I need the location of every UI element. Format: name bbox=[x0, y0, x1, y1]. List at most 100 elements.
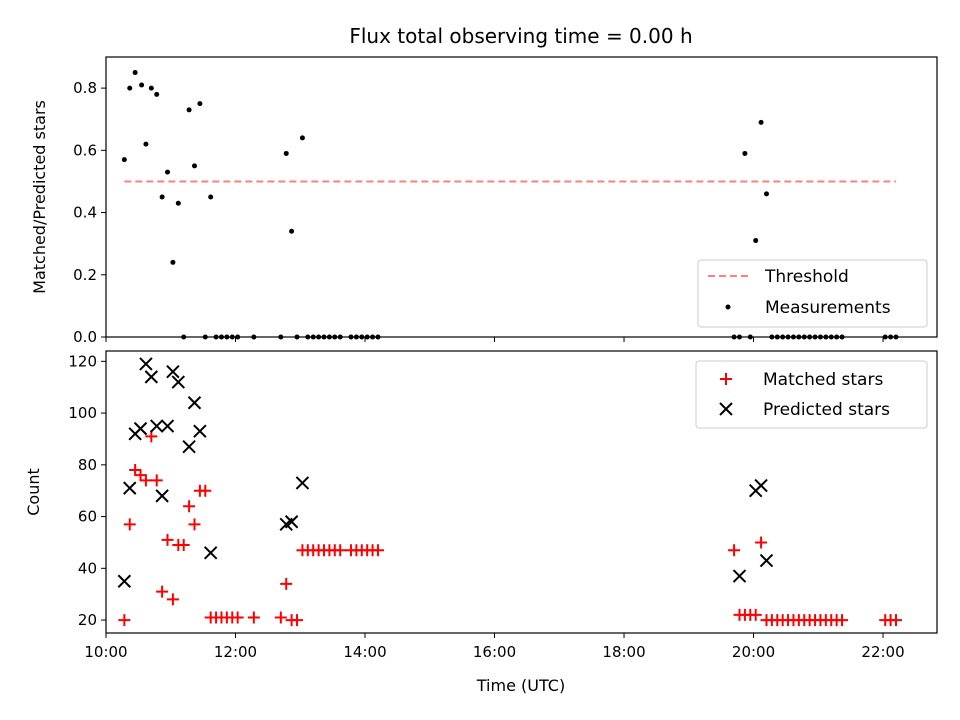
bottom-y-ticks: 20 40 60 80 100 120 bbox=[68, 352, 106, 629]
predicted-star-point bbox=[732, 569, 747, 583]
matched-star-point bbox=[334, 544, 347, 557]
matched-star-point bbox=[274, 611, 287, 624]
predicted-star-point bbox=[150, 419, 164, 433]
bottom-y-axis-label: Count bbox=[24, 468, 43, 516]
measurement-point bbox=[148, 85, 154, 91]
matched-star-point bbox=[161, 533, 174, 546]
top-y-axis-label: Matched/Predicted stars bbox=[30, 100, 49, 294]
measurement-point bbox=[139, 82, 145, 88]
bottom-y-tick-label: 60 bbox=[78, 508, 97, 526]
legend-measurements-swatch bbox=[725, 304, 731, 310]
bottom-legend-box bbox=[695, 360, 928, 429]
bottom-plot-area bbox=[117, 357, 902, 627]
matched-star-point bbox=[280, 577, 293, 590]
measurement-point bbox=[758, 119, 764, 125]
matched-star-point bbox=[755, 536, 768, 549]
measurement-point bbox=[763, 191, 769, 197]
matched-star-point bbox=[150, 474, 163, 487]
predicted-star-point bbox=[171, 375, 186, 389]
bottom-y-tick-label: 100 bbox=[68, 404, 97, 422]
x-tick-label: 18:00 bbox=[602, 643, 645, 661]
x-tick-label: 12:00 bbox=[214, 643, 257, 661]
predicted-star-point bbox=[117, 574, 132, 588]
measurement-point bbox=[132, 70, 138, 76]
top-panel: 0.00.20.40.60.8 Matched/Predicted stars … bbox=[30, 56, 938, 346]
predicted-star-point bbox=[193, 424, 207, 438]
matched-star-point bbox=[291, 614, 304, 627]
x-axis-label: Time (UTC) bbox=[476, 676, 565, 695]
x-tick-label: 20:00 bbox=[732, 643, 775, 661]
top-y-tick-label: 0.2 bbox=[73, 266, 97, 284]
measurement-point bbox=[186, 107, 192, 113]
matched-star-point bbox=[123, 518, 136, 531]
matched-star-point bbox=[749, 608, 762, 621]
top-axes-frame bbox=[105, 56, 938, 338]
predicted-star-point bbox=[295, 476, 310, 490]
matched-star-point bbox=[177, 539, 190, 552]
top-y-ticks: 0.0 0.2 0.4 0.6 0.8 bbox=[73, 79, 106, 346]
legend-matched-label: Matched stars bbox=[763, 370, 883, 390]
predicted-star-point bbox=[160, 419, 175, 433]
matched-star-point bbox=[156, 585, 169, 598]
matched-star-point bbox=[183, 500, 196, 513]
matched-star-point bbox=[247, 611, 260, 624]
x-tick-label: 10:00 bbox=[84, 643, 127, 661]
predicted-star-point bbox=[133, 421, 148, 436]
top-y-tick-label: 0.4 bbox=[73, 204, 97, 222]
matched-star-point bbox=[889, 614, 902, 627]
bottom-y-tick-label: 80 bbox=[78, 456, 97, 474]
predicted-star-point bbox=[123, 481, 137, 495]
matched-star-point bbox=[371, 544, 384, 557]
x-tick-label: 16:00 bbox=[473, 643, 516, 661]
bottom-axes-frame bbox=[105, 350, 938, 634]
legend-threshold-label: Threshold bbox=[764, 267, 849, 287]
top-legend: Threshold Measurements bbox=[697, 259, 928, 328]
measurement-point bbox=[197, 101, 203, 107]
matched-star-point bbox=[118, 614, 131, 627]
predicted-star-point bbox=[155, 489, 169, 503]
matched-star-point bbox=[728, 544, 741, 557]
bottom-y-tick-label: 120 bbox=[68, 352, 97, 370]
predicted-star-point bbox=[182, 440, 196, 454]
matched-star-point bbox=[188, 518, 201, 531]
matched-star-point bbox=[166, 593, 179, 606]
measurement-point bbox=[299, 135, 305, 141]
measurement-point bbox=[742, 150, 748, 156]
bottom-x-ticks: 10:00 12:00 14:00 16:00 18:00 20:00 22:00 bbox=[84, 633, 905, 661]
legend-measurements-label: Measurements bbox=[765, 298, 891, 318]
measurement-point bbox=[753, 238, 759, 244]
legend-matched-swatch bbox=[720, 373, 732, 385]
x-tick-label: 22:00 bbox=[861, 643, 904, 661]
measurement-point bbox=[191, 163, 197, 169]
top-legend-box bbox=[697, 259, 928, 328]
measurement-point bbox=[283, 150, 289, 156]
measurement-point bbox=[154, 91, 160, 97]
measurement-point bbox=[127, 85, 133, 91]
predicted-star-point bbox=[166, 364, 180, 379]
matched-star-point bbox=[231, 611, 244, 624]
measurement-point bbox=[143, 141, 149, 147]
matched-star-point bbox=[199, 484, 212, 497]
legend-predicted-swatch bbox=[719, 402, 733, 416]
bottom-y-tick-label: 40 bbox=[78, 559, 97, 577]
top-y-tick-label: 0.0 bbox=[73, 328, 97, 346]
predicted-star-point bbox=[754, 478, 768, 493]
predicted-star-point bbox=[284, 515, 299, 529]
matched-star-point bbox=[129, 464, 142, 477]
bottom-legend: Matched stars Predicted stars bbox=[695, 360, 928, 429]
bottom-y-tick-label: 20 bbox=[78, 611, 97, 629]
top-plot-area bbox=[121, 70, 899, 340]
top-y-tick-label: 0.8 bbox=[73, 79, 97, 97]
predicted-star-point bbox=[187, 396, 202, 410]
measurement-point bbox=[208, 194, 214, 200]
predicted-star-point bbox=[144, 370, 159, 384]
predicted-star-point bbox=[203, 546, 218, 560]
measurement-point bbox=[165, 169, 171, 175]
x-tick-label: 14:00 bbox=[343, 643, 386, 661]
top-x-ticks bbox=[105, 337, 884, 342]
predicted-star-point bbox=[759, 553, 774, 568]
measurement-point bbox=[170, 259, 176, 265]
predicted-star-point bbox=[139, 357, 153, 371]
measurement-point bbox=[159, 194, 165, 200]
